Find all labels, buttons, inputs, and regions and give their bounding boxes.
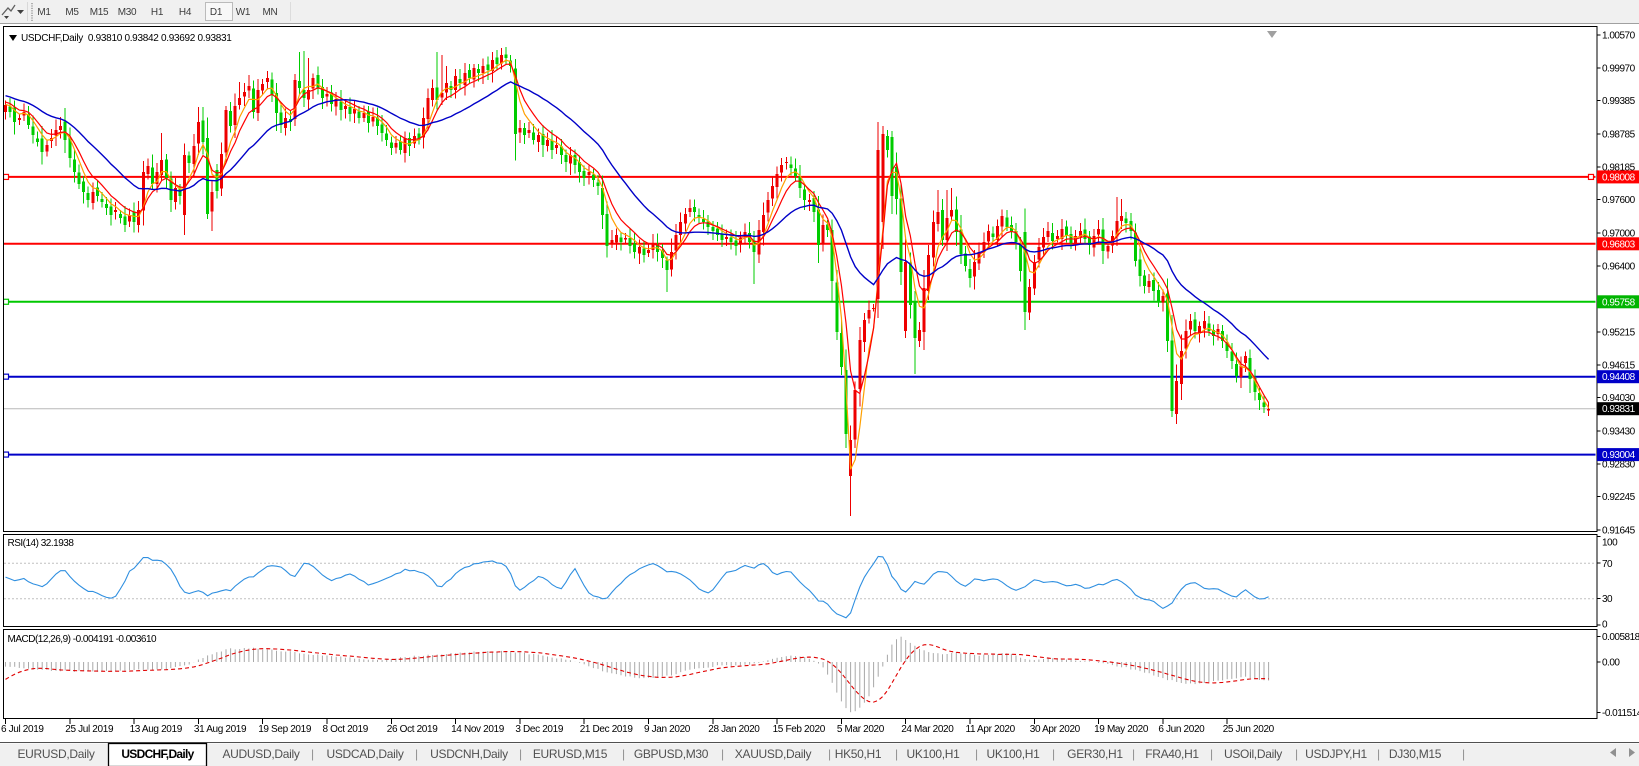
svg-text:UK100,H1: UK100,H1 xyxy=(907,747,961,761)
svg-text:0.95758: 0.95758 xyxy=(1602,297,1636,308)
svg-text:|: | xyxy=(895,747,898,761)
svg-text:0.99970: 0.99970 xyxy=(1602,64,1636,75)
svg-text:|: | xyxy=(1377,747,1380,761)
svg-text:|: | xyxy=(1462,747,1465,761)
svg-text:0.97600: 0.97600 xyxy=(1602,195,1636,206)
svg-text:13 Aug 2019: 13 Aug 2019 xyxy=(130,724,183,735)
svg-text:8 Oct 2019: 8 Oct 2019 xyxy=(323,724,369,735)
svg-text:25 Jul 2019: 25 Jul 2019 xyxy=(65,724,114,735)
svg-text:AUDUSD,Daily: AUDUSD,Daily xyxy=(222,747,299,761)
svg-text:RSI(14) 32.1938: RSI(14) 32.1938 xyxy=(8,538,75,549)
svg-text:70: 70 xyxy=(1602,559,1613,570)
svg-text:DJ30,M15: DJ30,M15 xyxy=(1389,747,1442,761)
svg-text:0.97000: 0.97000 xyxy=(1602,228,1636,239)
svg-text:USDCHF,Daily: USDCHF,Daily xyxy=(121,747,194,761)
svg-text:USOil,Daily: USOil,Daily xyxy=(1224,747,1282,761)
svg-text:UK100,H1: UK100,H1 xyxy=(987,747,1041,761)
svg-text:|: | xyxy=(622,747,625,761)
svg-text:19 Sep 2019: 19 Sep 2019 xyxy=(258,724,312,735)
svg-text:USDCHF,Daily 0.93810 0.93842: USDCHF,Daily 0.93810 0.93842 0.93692 0.9… xyxy=(21,33,232,44)
svg-text:15 Feb 2020: 15 Feb 2020 xyxy=(773,724,826,735)
svg-text:0.92830: 0.92830 xyxy=(1602,460,1636,471)
svg-text:0.93831: 0.93831 xyxy=(1602,404,1636,415)
svg-text:0.98185: 0.98185 xyxy=(1602,163,1636,174)
svg-text:0.95215: 0.95215 xyxy=(1602,327,1636,338)
svg-text:0.96803: 0.96803 xyxy=(1602,239,1636,250)
svg-text:30 Apr 2020: 30 Apr 2020 xyxy=(1030,724,1081,735)
svg-text:30: 30 xyxy=(1602,594,1613,605)
svg-text:H1: H1 xyxy=(151,7,164,18)
svg-text:|: | xyxy=(1052,747,1055,761)
svg-text:0.99385: 0.99385 xyxy=(1602,96,1636,107)
svg-text:31 Aug 2019: 31 Aug 2019 xyxy=(194,724,247,735)
svg-text:EURUSD,M15: EURUSD,M15 xyxy=(533,747,608,761)
svg-text:0.98785: 0.98785 xyxy=(1602,129,1636,140)
svg-text:H4: H4 xyxy=(179,7,192,18)
svg-text:6 Jun 2020: 6 Jun 2020 xyxy=(1158,724,1205,735)
svg-text:26 Oct 2019: 26 Oct 2019 xyxy=(387,724,438,735)
svg-text:9 Jan 2020: 9 Jan 2020 xyxy=(644,724,691,735)
svg-text:3 Dec 2019: 3 Dec 2019 xyxy=(515,724,563,735)
svg-text:EURUSD,Daily: EURUSD,Daily xyxy=(17,747,94,761)
svg-text:28 Jan 2020: 28 Jan 2020 xyxy=(708,724,760,735)
svg-text:0.93004: 0.93004 xyxy=(1602,450,1636,461)
svg-text:5 Mar 2020: 5 Mar 2020 xyxy=(837,724,885,735)
svg-text:24 Mar 2020: 24 Mar 2020 xyxy=(901,724,954,735)
svg-text:W1: W1 xyxy=(236,7,251,18)
svg-text:D1: D1 xyxy=(210,7,223,18)
svg-text:XAUUSD,Daily: XAUUSD,Daily xyxy=(735,747,812,761)
svg-text:0: 0 xyxy=(1602,620,1608,631)
svg-text:0.005818: 0.005818 xyxy=(1602,632,1639,643)
svg-text:11 Apr 2020: 11 Apr 2020 xyxy=(966,724,1016,735)
svg-text:0.94408: 0.94408 xyxy=(1602,372,1636,383)
svg-text:|: | xyxy=(975,747,978,761)
svg-text:19 May 2020: 19 May 2020 xyxy=(1094,724,1149,735)
svg-text:0.98008: 0.98008 xyxy=(1602,172,1636,183)
svg-text:|: | xyxy=(415,747,418,761)
svg-text:0.93430: 0.93430 xyxy=(1602,426,1636,437)
svg-text:|: | xyxy=(311,747,314,761)
svg-text:M5: M5 xyxy=(65,7,79,18)
svg-text:FRA40,H1: FRA40,H1 xyxy=(1145,747,1199,761)
svg-text:6 Jul 2019: 6 Jul 2019 xyxy=(1,724,44,735)
svg-text:100: 100 xyxy=(1602,538,1618,549)
svg-text:0.00: 0.00 xyxy=(1602,658,1620,669)
svg-text:|: | xyxy=(1295,747,1298,761)
svg-text:-0.011514: -0.011514 xyxy=(1602,708,1639,719)
svg-text:0.94030: 0.94030 xyxy=(1602,393,1636,404)
svg-text:|: | xyxy=(721,747,724,761)
svg-text:USDJPY,H1: USDJPY,H1 xyxy=(1305,747,1367,761)
svg-text:21 Dec 2019: 21 Dec 2019 xyxy=(580,724,634,735)
svg-text:HK50,H1: HK50,H1 xyxy=(835,747,882,761)
svg-text:M30: M30 xyxy=(118,7,137,18)
svg-text:USDCAD,Daily: USDCAD,Daily xyxy=(326,747,403,761)
svg-text:1.00570: 1.00570 xyxy=(1602,30,1636,41)
svg-text:|: | xyxy=(519,747,522,761)
svg-text:0.91645: 0.91645 xyxy=(1602,526,1636,537)
svg-text:GBPUSD,M30: GBPUSD,M30 xyxy=(634,747,709,761)
svg-text:25 Jun 2020: 25 Jun 2020 xyxy=(1223,724,1275,735)
svg-text:0.94615: 0.94615 xyxy=(1602,361,1636,372)
svg-text:GER30,H1: GER30,H1 xyxy=(1067,747,1123,761)
svg-text:|: | xyxy=(828,747,831,761)
svg-text:|: | xyxy=(1132,747,1135,761)
svg-text:MN: MN xyxy=(263,7,278,18)
svg-text:USDCNH,Daily: USDCNH,Daily xyxy=(430,747,508,761)
svg-text:MACD(12,26,9) -0.004191 -0.003: MACD(12,26,9) -0.004191 -0.003610 xyxy=(8,634,158,645)
svg-text:0.92245: 0.92245 xyxy=(1602,492,1636,503)
svg-text:M15: M15 xyxy=(90,7,109,18)
svg-text:0.96400: 0.96400 xyxy=(1602,262,1636,273)
svg-text:|: | xyxy=(1210,747,1213,761)
svg-text:M1: M1 xyxy=(37,7,51,18)
svg-text:14 Nov 2019: 14 Nov 2019 xyxy=(451,724,505,735)
